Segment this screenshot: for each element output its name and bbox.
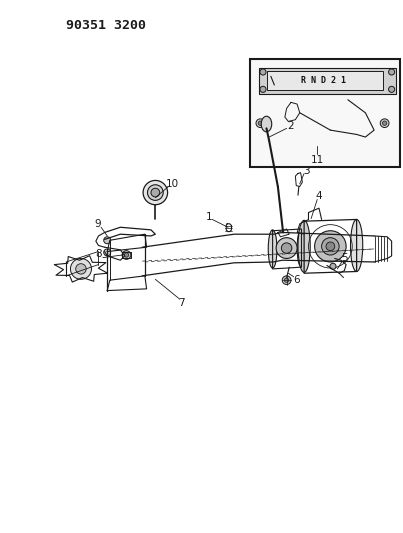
Text: 5: 5 [341, 254, 348, 263]
Text: 90351 3200: 90351 3200 [66, 19, 146, 32]
Ellipse shape [71, 259, 91, 279]
Ellipse shape [282, 276, 291, 285]
Ellipse shape [147, 185, 163, 200]
Ellipse shape [380, 119, 389, 127]
Text: 8: 8 [95, 249, 102, 259]
Text: 10: 10 [166, 179, 179, 189]
Ellipse shape [297, 229, 306, 267]
Ellipse shape [124, 253, 129, 257]
Ellipse shape [322, 238, 339, 255]
Ellipse shape [382, 121, 387, 125]
Ellipse shape [260, 86, 266, 92]
Ellipse shape [143, 181, 168, 205]
Text: 2: 2 [288, 121, 294, 131]
Ellipse shape [330, 263, 336, 269]
Ellipse shape [315, 231, 346, 262]
Text: 11: 11 [311, 155, 324, 165]
Text: 6: 6 [293, 275, 299, 285]
Text: R N D 2 1: R N D 2 1 [301, 76, 346, 85]
Ellipse shape [268, 230, 277, 268]
Text: 3: 3 [303, 166, 310, 176]
Bar [250, 59, 400, 167]
Ellipse shape [76, 264, 86, 274]
Ellipse shape [261, 116, 272, 132]
Ellipse shape [351, 220, 363, 271]
Text: 1: 1 [206, 212, 212, 222]
Ellipse shape [104, 237, 111, 244]
Text: 9: 9 [94, 219, 101, 229]
Ellipse shape [256, 119, 265, 127]
Ellipse shape [388, 86, 395, 92]
Ellipse shape [326, 242, 335, 251]
Bar [267, 71, 383, 90]
Ellipse shape [151, 188, 160, 197]
Ellipse shape [122, 251, 131, 260]
Ellipse shape [285, 278, 289, 282]
Text: 4: 4 [316, 191, 322, 201]
Text: 90351 3200: 90351 3200 [0, 532, 80, 533]
Ellipse shape [276, 238, 297, 259]
Ellipse shape [104, 249, 111, 256]
Ellipse shape [388, 69, 395, 75]
Ellipse shape [281, 243, 292, 253]
Text: 7: 7 [178, 298, 185, 308]
Ellipse shape [260, 69, 266, 75]
Ellipse shape [258, 121, 262, 125]
Bar [259, 68, 396, 94]
Ellipse shape [298, 220, 310, 272]
